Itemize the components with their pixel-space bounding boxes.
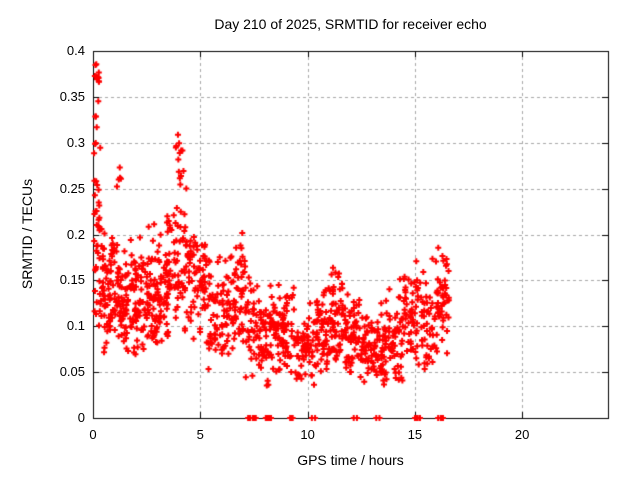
y-tick-label: 0.2: [66, 226, 85, 242]
y-tick-label: 0: [77, 410, 85, 425]
chart-title: Day 210 of 2025, SRMTID for receiver ech…: [214, 16, 487, 32]
x-tick-label: 10: [300, 427, 315, 442]
y-tick-label: 0.1: [66, 318, 85, 334]
x-tick-label: 0: [89, 427, 97, 442]
y-tick-label: 0.15: [59, 272, 85, 288]
x-axis-title: GPS time / hours: [297, 452, 404, 468]
y-tick-label: 0.3: [66, 134, 85, 150]
y-tick-label: 0.4: [66, 43, 85, 58]
x-tick-label: 20: [514, 427, 530, 442]
y-tick-label: 0.25: [59, 180, 85, 196]
y-tick-label: 0.05: [59, 364, 85, 380]
y-tick-label: 0.35: [59, 88, 85, 104]
x-tick-label: 5: [196, 427, 204, 442]
x-tick-label: 15: [407, 427, 423, 442]
